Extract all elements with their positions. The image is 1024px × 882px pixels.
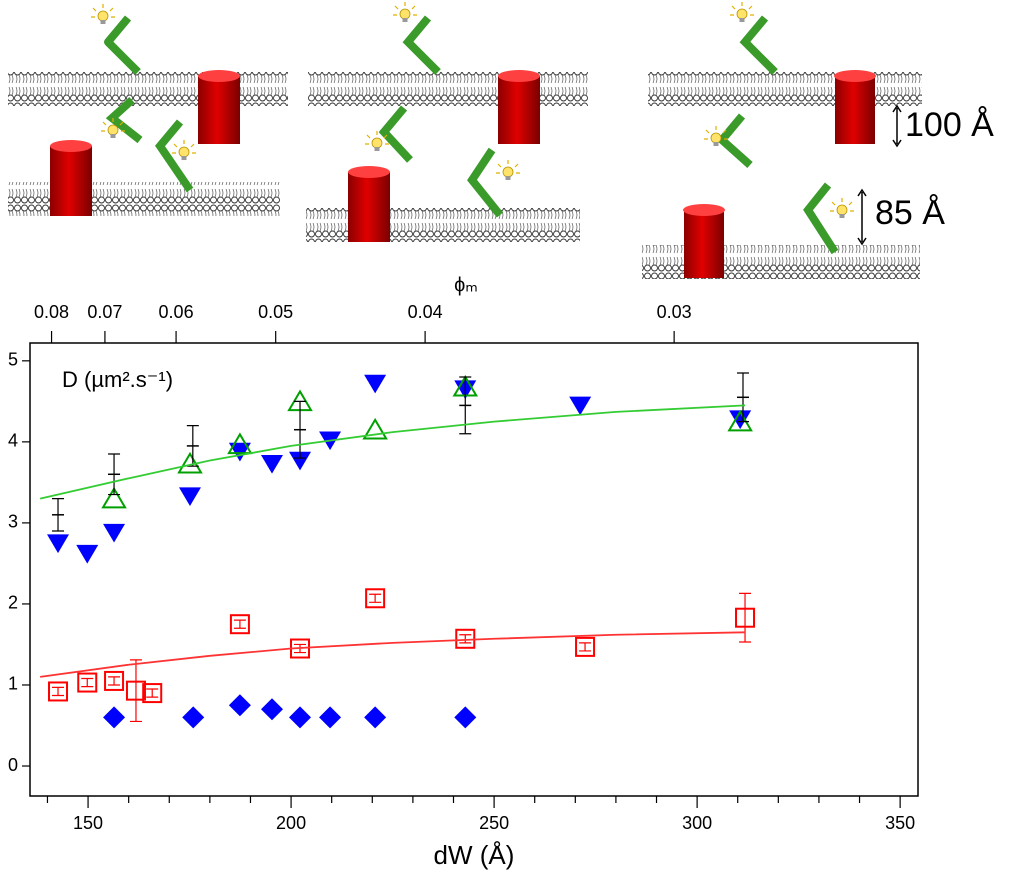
data-point: [319, 706, 342, 729]
x2-tick-label: 0.05: [258, 302, 293, 322]
data-point: [260, 698, 283, 721]
error-bar: [146, 688, 159, 698]
error-bar: [369, 593, 382, 603]
data-point: [229, 614, 250, 635]
data-point: [227, 432, 253, 455]
error-bar: [459, 634, 472, 644]
x-tick-label: 300: [682, 813, 712, 833]
data-point: [182, 706, 205, 729]
data-point: [260, 454, 283, 474]
x2-tick-label: 0.06: [159, 302, 194, 322]
data-point: [729, 410, 752, 430]
y-tick-label: 0: [8, 755, 18, 775]
data-point: [142, 683, 163, 704]
plot-frame: [29, 342, 919, 797]
distance-label: 85 Å: [875, 194, 945, 232]
x2-axis-title: ϕₘ: [454, 274, 478, 296]
error-bar: [129, 659, 142, 723]
data-point: [178, 487, 201, 507]
data-point: [77, 672, 98, 693]
x-tick-label: 150: [73, 813, 103, 833]
data-point: [47, 534, 70, 554]
y-tick-label: 5: [8, 350, 18, 370]
data-point: [125, 680, 146, 701]
data-point: [365, 588, 386, 609]
x2-tick-label: 0.04: [408, 302, 443, 322]
y-tick-label: 1: [8, 674, 18, 694]
x-axis-title: dW (Å): [434, 840, 515, 870]
data-point: [228, 694, 251, 717]
y-tick-label: 3: [8, 512, 18, 532]
data-point: [364, 706, 387, 729]
error-bar: [52, 686, 65, 697]
error-bar: [579, 642, 592, 652]
distance-label: 100 Å: [905, 106, 994, 144]
data-point: [362, 417, 388, 440]
x-tick-label: 200: [276, 813, 306, 833]
fit-line: [40, 631, 746, 678]
y-tick-label: 4: [8, 431, 18, 451]
data-point: [76, 544, 99, 564]
data-point: [103, 706, 126, 729]
x-tick-label: 350: [885, 813, 915, 833]
data-point: [575, 636, 596, 657]
illustration: 100 Å 85 Å: [8, 1, 994, 279]
data-point: [48, 681, 69, 702]
annotation: D (µm².s⁻¹): [62, 367, 173, 392]
x2-tick-label: 0.07: [87, 302, 122, 322]
error-bar: [108, 676, 121, 686]
x-tick-label: 250: [479, 813, 509, 833]
data-point: [289, 706, 312, 729]
x2-tick-label: 0.03: [657, 302, 692, 322]
data-point: [735, 607, 756, 628]
data-point: [103, 523, 126, 543]
y-tick-label: 2: [8, 593, 18, 613]
error-bar: [739, 592, 752, 643]
data-point: [289, 451, 312, 471]
data-point: [104, 670, 125, 691]
error-bar: [233, 619, 246, 629]
data-point: [364, 374, 387, 394]
error-bar: [81, 677, 94, 688]
data-point: [569, 396, 592, 416]
data-point: [454, 706, 477, 729]
data-point: [101, 486, 127, 509]
fit-line: [39, 404, 746, 500]
x2-tick-label: 0.08: [34, 302, 69, 322]
